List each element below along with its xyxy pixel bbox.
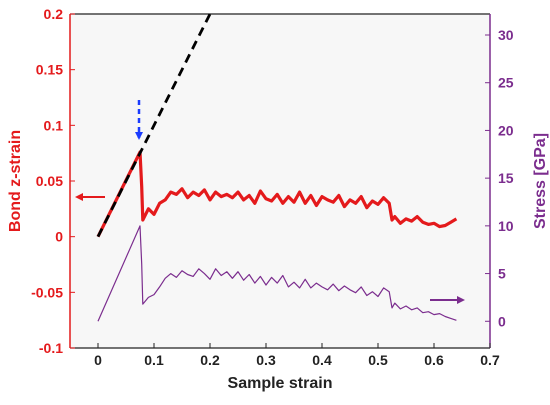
right-y-tick-label: 25 (498, 75, 514, 91)
bond-z-strain-series-line (96, 150, 458, 238)
x-axis-ticks: 0 0.1 0.2 0.3 0.4 0.5 0.6 0.7 (94, 343, 500, 368)
stress-series-line (97, 225, 457, 322)
right-y-tick-label: 5 (498, 266, 506, 282)
right-y-axis-ticks: 0 5 10 15 20 25 30 (485, 27, 514, 329)
x-tick-label: 0.7 (480, 352, 500, 368)
right-y-tick-label: 10 (498, 218, 514, 234)
x-tick-label: 0.5 (368, 352, 388, 368)
right-y-tick-label: 30 (498, 27, 514, 43)
left-y-tick-label: 0.1 (44, 117, 64, 133)
x-tick-label: 0 (94, 352, 102, 368)
x-tick-label: 0.6 (424, 352, 444, 368)
right-y-tick-label: 20 (498, 122, 514, 138)
left-y-tick-label: 0.15 (36, 62, 63, 78)
right-y-tick-label: 15 (498, 170, 514, 186)
left-y-tick-label: 0 (55, 229, 63, 245)
left-y-tick-label: -0.1 (39, 340, 63, 356)
plot-area (70, 14, 490, 348)
left-y-tick-label: -0.05 (31, 284, 63, 300)
x-tick-label: 0.3 (256, 352, 276, 368)
linear-reference-dashed-line (96, 13, 212, 238)
left-y-tick-label: 0.2 (44, 6, 64, 22)
left-y-axis-title: Bond z-strain (7, 130, 24, 232)
right-y-tick-label: 0 (498, 313, 506, 329)
left-y-tick-label: 0.05 (36, 173, 63, 189)
x-axis-title: Sample strain (228, 375, 333, 392)
x-tick-label: 0.2 (200, 352, 220, 368)
x-tick-label: 0.4 (312, 352, 332, 368)
left-y-axis-ticks: -0.1 -0.05 0 0.05 0.1 0.15 0.2 (31, 6, 75, 356)
series-layer (96, 13, 458, 322)
right-y-axis-title: Stress [GPa] (532, 133, 549, 229)
x-tick-label: 0.1 (144, 352, 164, 368)
